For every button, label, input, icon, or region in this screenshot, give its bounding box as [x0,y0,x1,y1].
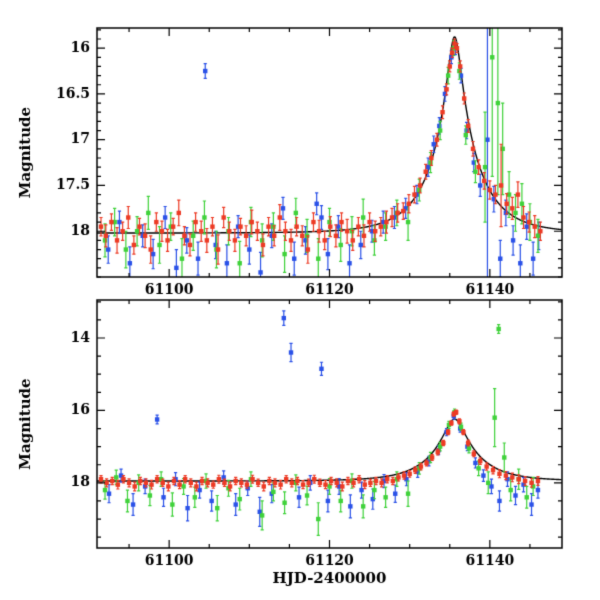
light-curve-figure [0,0,600,600]
light-curve-canvas [0,0,600,600]
